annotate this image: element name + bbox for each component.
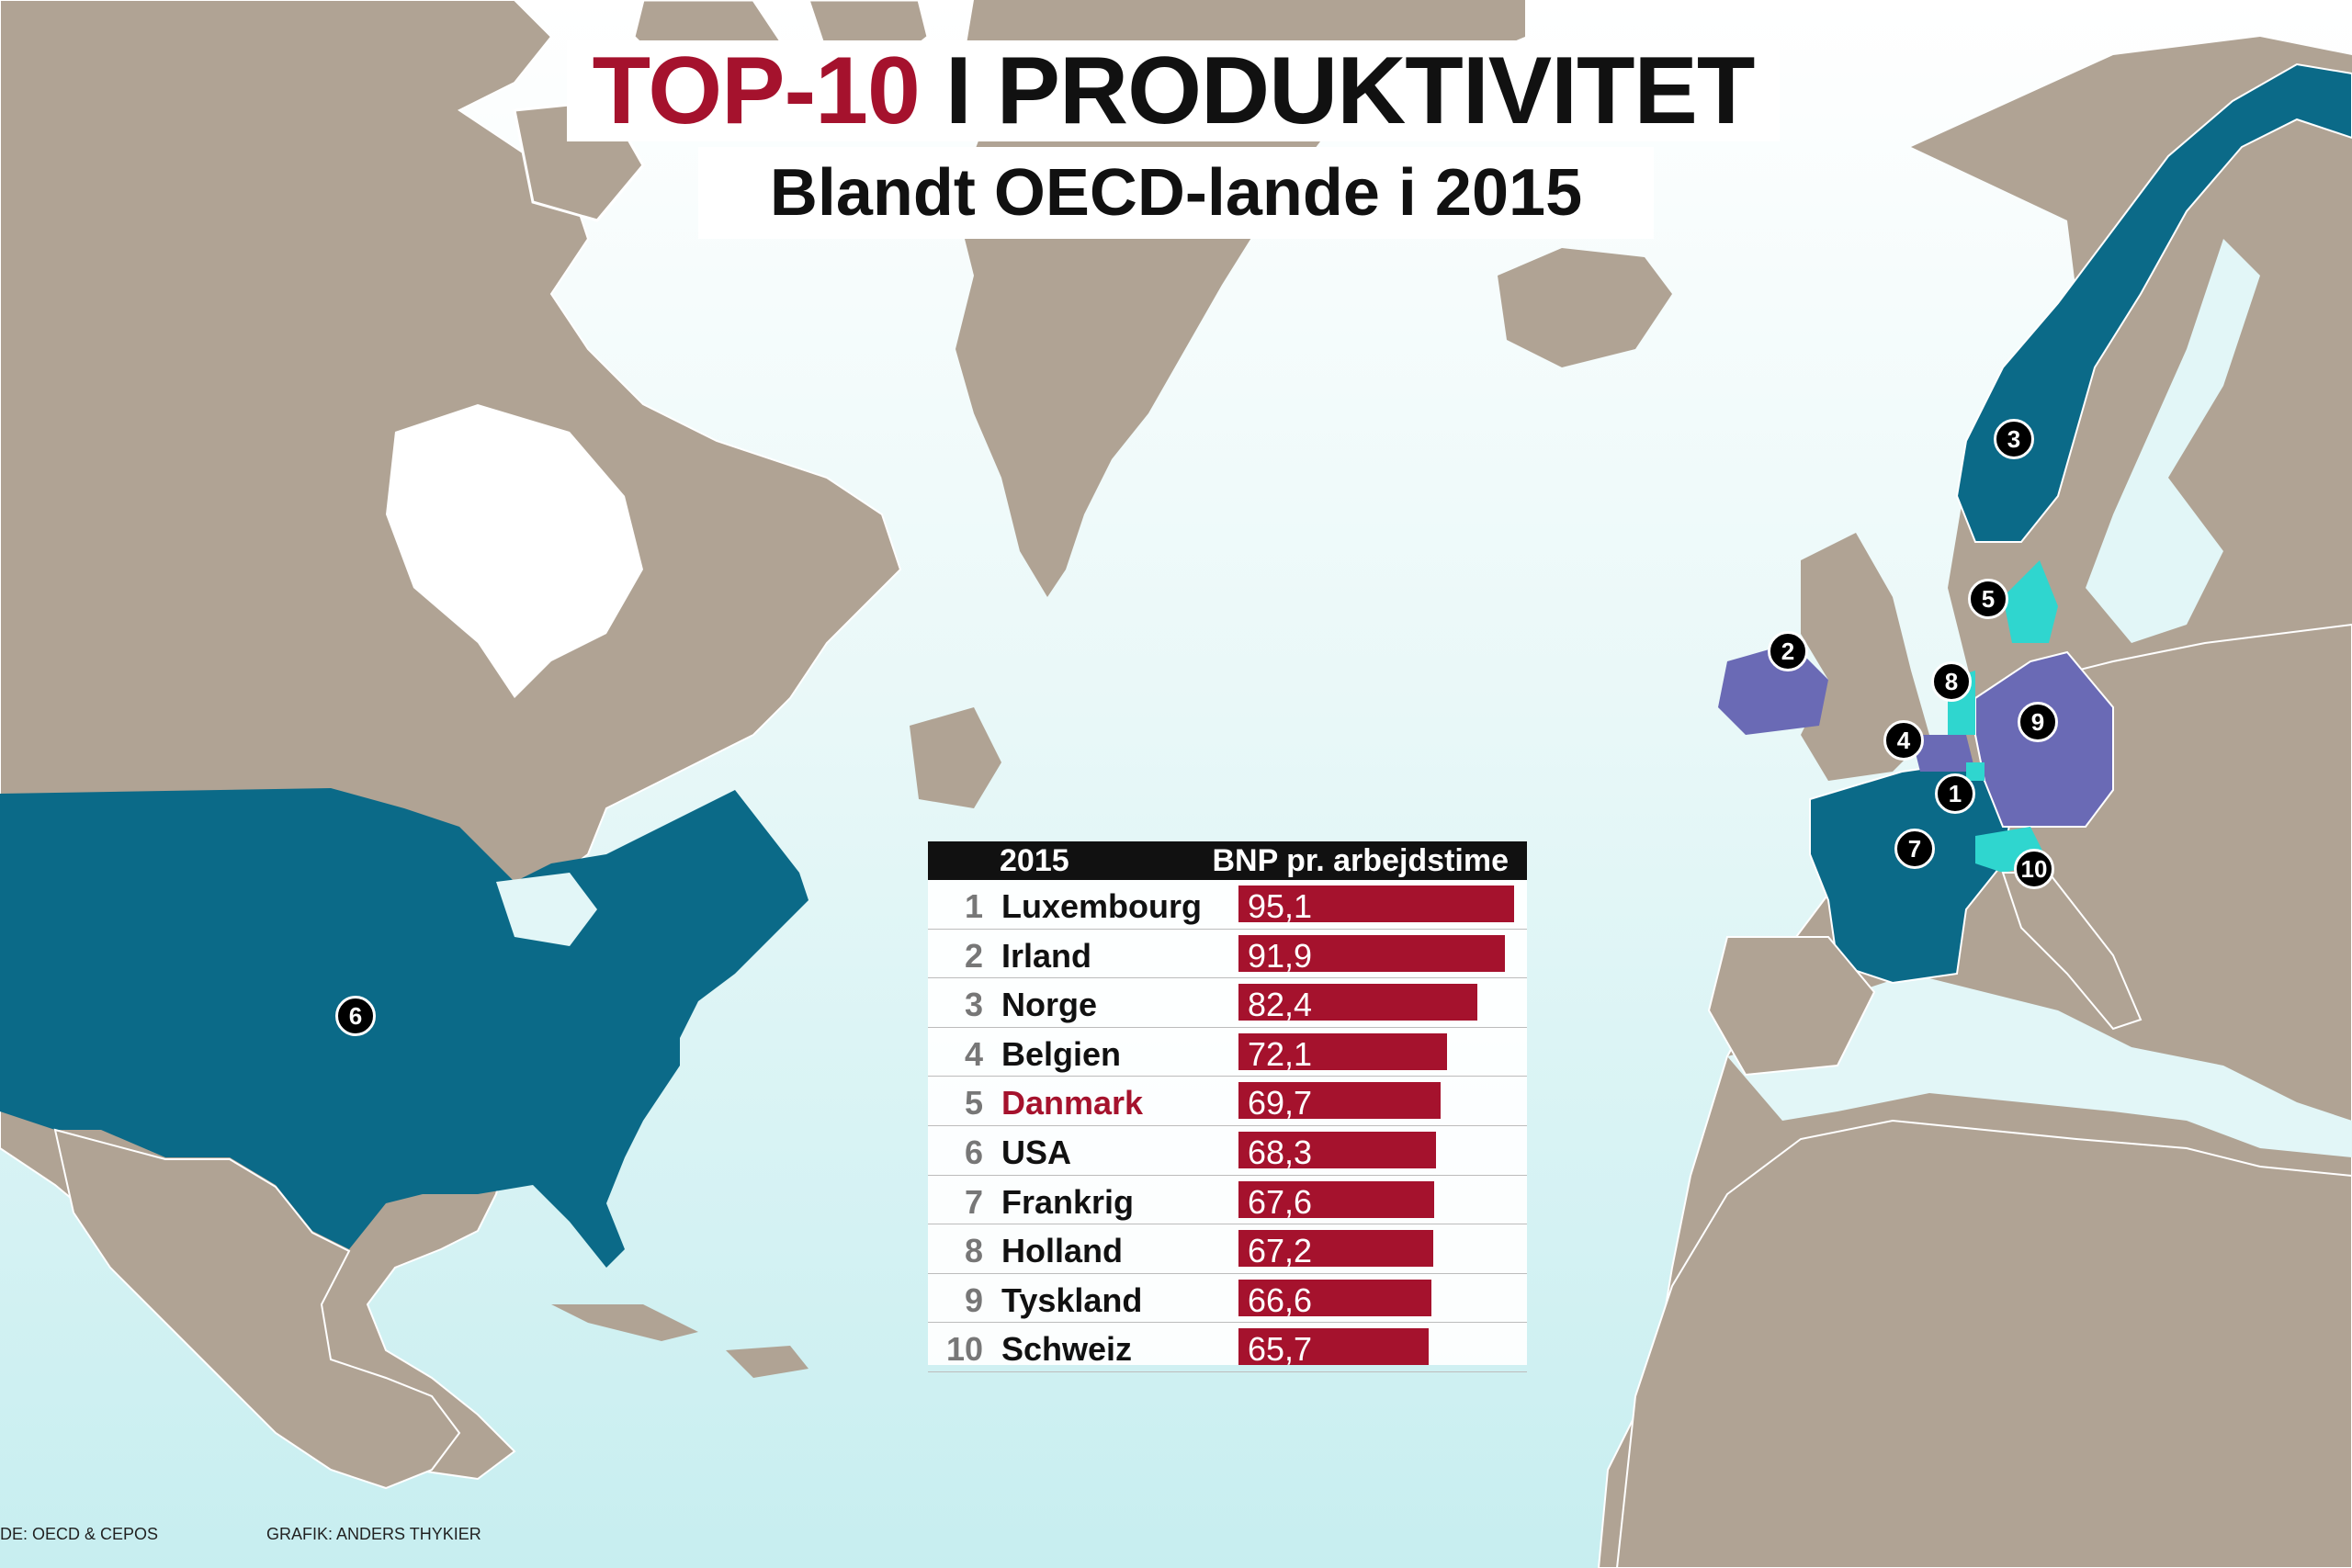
rank-number: 7 [964, 1182, 983, 1221]
marker-10: 10 [2014, 849, 2054, 889]
table-row: 1 Luxembourg 95,1 [928, 880, 1527, 930]
credit-text: GRAFIK: ANDERS THYKIER [266, 1525, 481, 1543]
rank-number: 9 [964, 1280, 983, 1319]
value-label: 67,2 [1248, 1232, 1313, 1270]
country-usa [0, 788, 808, 1268]
productivity-table: 2015 BNP pr. arbejdstime 1 Luxembourg 95,1… [928, 841, 1527, 1372]
value-label: 69,7 [1248, 1084, 1313, 1122]
mediterranean [1727, 974, 2352, 1157]
baltic-sea [2086, 239, 2260, 643]
country-name: USA [1001, 1133, 1072, 1171]
great-lakes [496, 873, 597, 946]
table-row: 7 Frankrig 67,6 [928, 1176, 1527, 1225]
table-row: 8 Holland 67,2 [928, 1224, 1527, 1274]
marker-2: 2 [1768, 631, 1808, 671]
hispaniola [726, 1346, 808, 1378]
header-value: BNP pr. arbejdstime [1212, 843, 1510, 878]
marker-1: 1 [1935, 773, 1975, 814]
country-name: Frankrig [1001, 1182, 1135, 1221]
value-label: 82,4 [1248, 986, 1313, 1024]
rank-number: 6 [964, 1133, 983, 1171]
title-accent: TOP-10 [592, 37, 921, 144]
newfoundland [910, 707, 1001, 808]
header-year: 2015 [1000, 843, 1069, 878]
country-name: Danmark [1001, 1084, 1144, 1122]
iberia [1707, 936, 1876, 1077]
table-row: 10 Schweiz 65,7 [928, 1323, 1527, 1372]
country-name: Tyskland [1001, 1280, 1143, 1319]
country-denmark [2003, 560, 2058, 643]
rank-number: 1 [964, 887, 983, 925]
cuba [551, 1304, 698, 1341]
africa [1615, 1119, 2352, 1568]
value-bar [1238, 1082, 1441, 1120]
value-label: 67,6 [1248, 1182, 1313, 1221]
marker-5: 5 [1968, 579, 2008, 619]
value-bar [1238, 1328, 1430, 1366]
rank-number: 8 [964, 1232, 983, 1270]
marker-9: 9 [2018, 702, 2058, 742]
value-bar [1238, 1279, 1432, 1316]
country-belgium [1911, 735, 1975, 772]
value-bar [1238, 1131, 1437, 1168]
marker-8: 8 [1931, 661, 1972, 702]
marker-6: 6 [335, 996, 376, 1036]
marker-7: 7 [1894, 829, 1935, 869]
rank-number: 10 [945, 1330, 983, 1369]
value-bar [1238, 1230, 1433, 1268]
table-rows: 1 Luxembourg 95,1 2 Irland 91,9 3 Norge 82,4 4 Bel… [928, 880, 1527, 1372]
iceland [1498, 248, 1672, 367]
value-bar [1238, 886, 1514, 922]
great-britain [1801, 533, 1929, 781]
table-row: 9 Tyskland 66,6 [928, 1274, 1527, 1324]
rank-number: 5 [964, 1084, 983, 1122]
mexico [53, 1128, 461, 1490]
title-rest: I PRODUKTIVITET [944, 37, 1756, 144]
country-name: Norge [1001, 986, 1098, 1024]
table-row: 2 Irland 91,9 [928, 930, 1527, 979]
value-bar [1238, 1180, 1435, 1218]
value-label: 66,6 [1248, 1280, 1313, 1319]
value-bar [1238, 984, 1477, 1021]
value-label: 65,7 [1248, 1330, 1313, 1369]
title: TOP-10 I PRODUKTIVITET [567, 38, 1780, 144]
source-text: DE: OECD & CEPOS [0, 1525, 159, 1543]
value-label: 91,9 [1248, 936, 1313, 975]
rank-number: 2 [964, 936, 983, 975]
table-row: 3 Norge 82,4 [928, 978, 1527, 1028]
value-label: 68,3 [1248, 1133, 1313, 1171]
marker-3: 3 [1994, 419, 2034, 459]
value-label: 72,1 [1248, 1034, 1313, 1073]
italy [2001, 872, 2143, 1031]
value-label: 95,1 [1248, 887, 1313, 925]
marker-4: 4 [1883, 720, 1924, 761]
country-name: Holland [1001, 1232, 1123, 1270]
value-bar [1238, 934, 1505, 972]
country-name: Belgien [1001, 1034, 1122, 1073]
table-row: 6 USA 68,3 [928, 1126, 1527, 1176]
value-bar [1238, 1032, 1448, 1070]
country-luxembourg [1966, 762, 1984, 781]
table-row: 4 Belgien 72,1 [928, 1028, 1527, 1077]
country-norway [1955, 62, 2352, 543]
table-row: 5 Danmark 69,7 [928, 1077, 1527, 1126]
rank-number: 3 [964, 986, 983, 1024]
table-header: 2015 BNP pr. arbejdstime [928, 841, 1527, 880]
hudson-bay [386, 404, 643, 698]
rank-number: 4 [964, 1034, 983, 1073]
country-name: Luxembourg [1001, 887, 1203, 925]
country-name: Schweiz [1001, 1330, 1133, 1369]
subtitle: Blandt OECD-lande i 2015 [698, 147, 1654, 239]
country-name: Irland [1001, 936, 1092, 975]
